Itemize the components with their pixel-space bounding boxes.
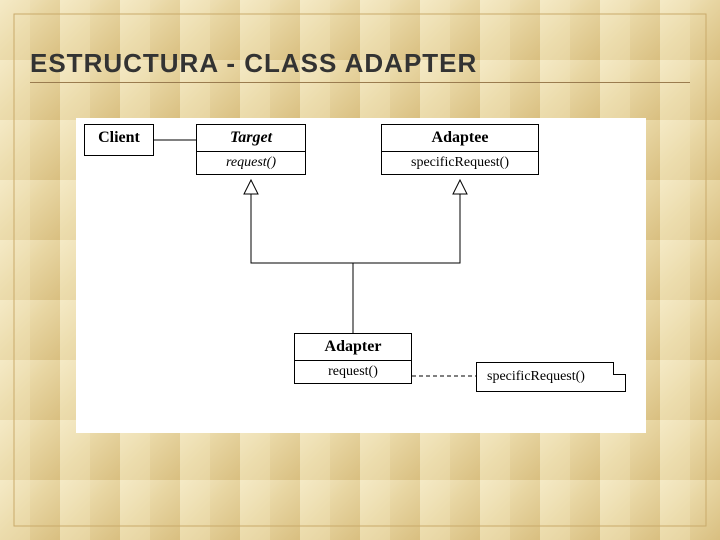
slide: ESTRUCTURA - CLASS ADAPTER Client Target… xyxy=(0,0,720,540)
slide-title: ESTRUCTURA - CLASS ADAPTER xyxy=(30,48,477,79)
uml-class-name: Adaptee xyxy=(382,125,538,152)
uml-method: request() xyxy=(197,152,305,174)
uml-class-adapter: Adapter request() xyxy=(294,333,412,384)
uml-class-target: Target request() xyxy=(196,124,306,175)
uml-note: specificRequest() xyxy=(476,362,626,392)
uml-class-name: Target xyxy=(197,125,305,152)
uml-method: request() xyxy=(295,361,411,383)
uml-note-text: specificRequest() xyxy=(487,369,585,384)
uml-class-name: Adapter xyxy=(295,334,411,361)
title-underline xyxy=(30,82,690,83)
uml-method: specificRequest() xyxy=(382,152,538,174)
uml-class-adaptee: Adaptee specificRequest() xyxy=(381,124,539,175)
uml-class-client: Client xyxy=(84,124,154,156)
note-fold-icon xyxy=(613,362,626,375)
uml-class-name: Client xyxy=(85,125,153,151)
uml-diagram: Client Target request() Adaptee specific… xyxy=(76,118,646,433)
